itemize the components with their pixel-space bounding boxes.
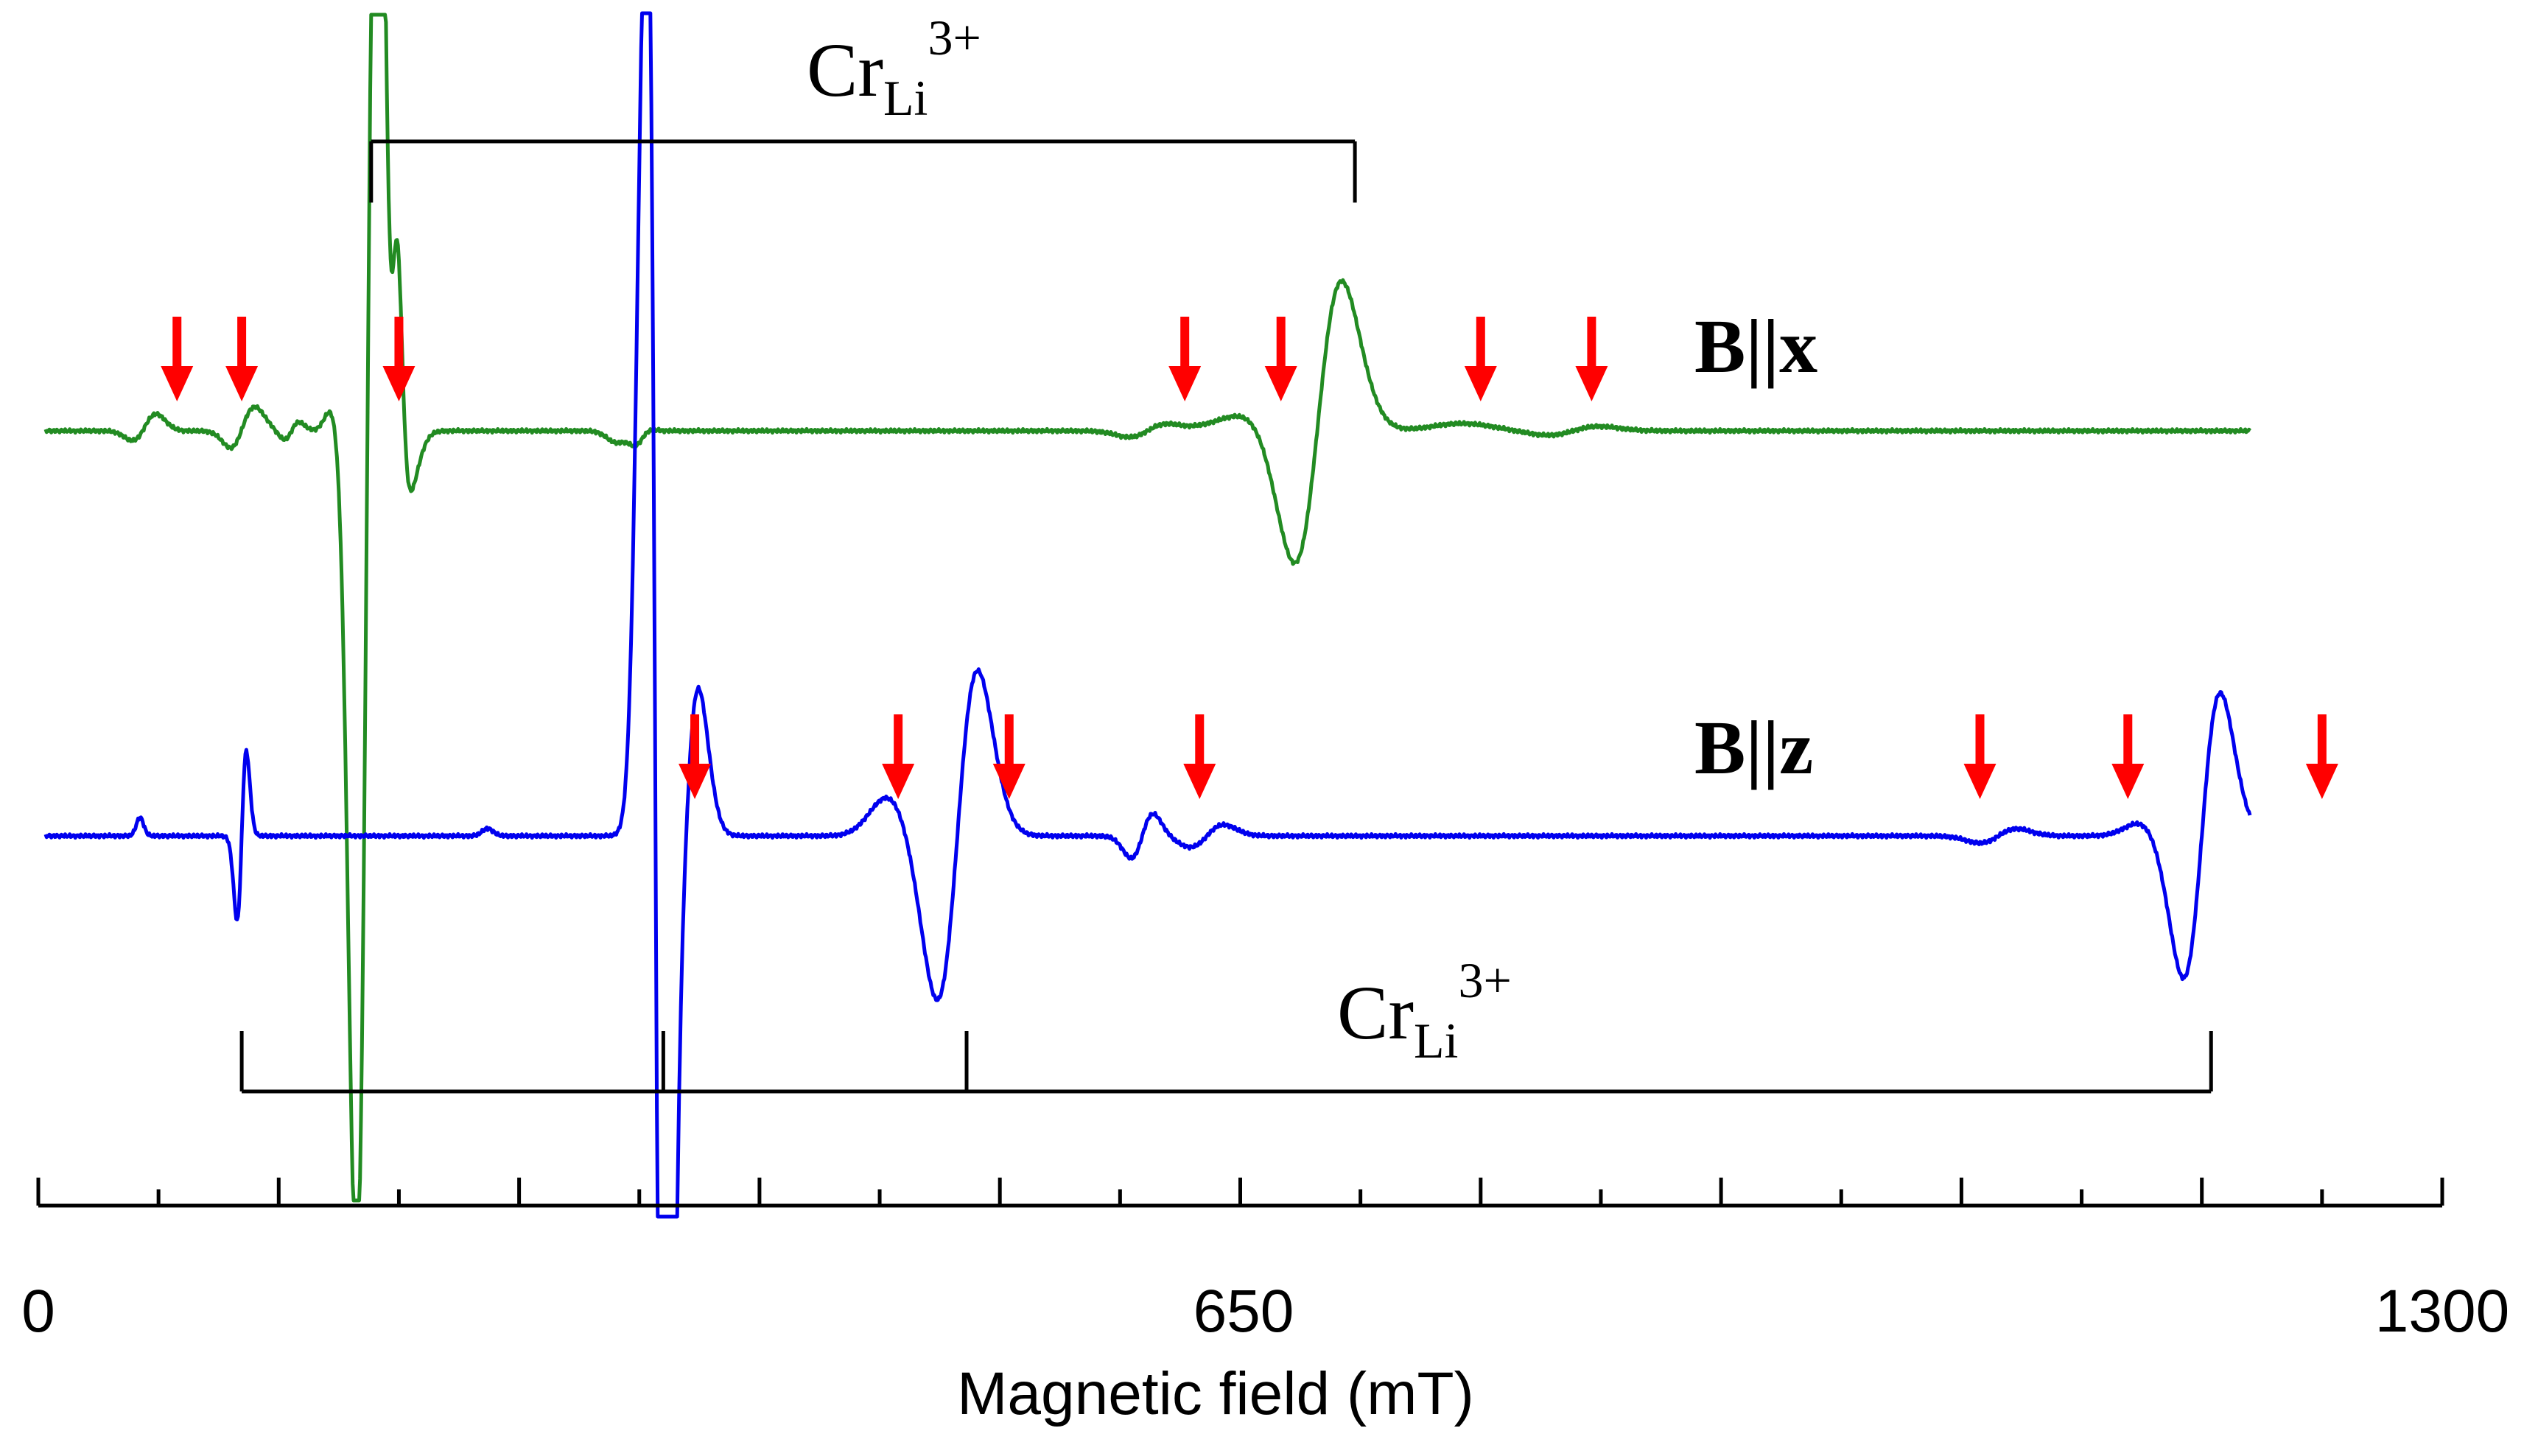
series-label-bz: B||z [1694,706,1813,790]
x-tick-label: 0 [21,1278,55,1345]
annotation-base: Cr [1337,971,1414,1055]
annotation-sub: Li [1414,1013,1458,1069]
peak-arrow-head [161,366,194,401]
peak-arrow-head [882,764,915,799]
peak-arrows [161,317,2338,799]
peak-arrow-head [1963,764,1997,799]
peak-arrow-head [1264,366,1297,401]
peak-arrow-head [679,764,712,799]
annotation-base: Cr [807,28,883,113]
peak-arrow-head [2111,764,2145,799]
annotation-sup: 3+ [928,10,981,66]
peak-arrow-head [2305,764,2338,799]
annotation-cr-li-bottom: CrLi3+ [1337,952,1512,1069]
trace-bz [43,11,2252,1219]
annotation-sub: Li [883,70,928,126]
peak-arrow-head [992,764,1026,799]
trace-bx [43,13,2251,1203]
spectrum-traces [43,11,2252,1219]
peak-arrow-head [1168,366,1202,401]
annotation-cr-li-top: CrLi3+ [807,10,981,126]
peak-arrow-head [1183,764,1216,799]
peak-arrow-head [1575,366,1608,401]
x-tick-label: 1300 [2375,1278,2509,1345]
annotation-sup: 3+ [1458,952,1511,1008]
peak-arrow-head [382,366,416,401]
peak-arrow-head [1464,366,1497,401]
x-axis [36,1178,2444,1208]
x-tick-label: 650 [1193,1278,1294,1345]
series-label-bx: B||x [1694,304,1817,389]
peak-arrow-head [225,366,259,401]
x-axis-title: Magnetic field (mT) [957,1360,1474,1427]
annotation-brackets [239,139,2213,1094]
